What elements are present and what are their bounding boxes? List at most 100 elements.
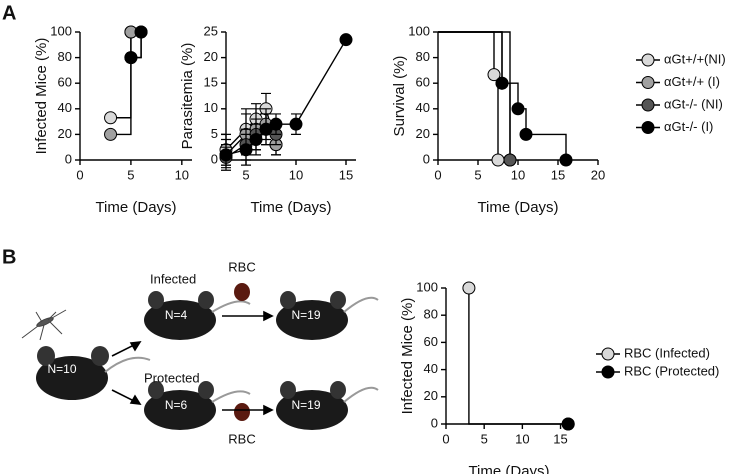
y-axis-title: Survival (%) bbox=[391, 56, 408, 137]
x-tick-label: 0 bbox=[434, 167, 441, 182]
arrows bbox=[111, 310, 274, 416]
chart: 0 20 40 60 80 100 0 5 10 15 20 Time (Days) Survival … bbox=[391, 23, 726, 216]
x-tick-label: 15 bbox=[553, 431, 567, 446]
panel-label: A bbox=[2, 2, 16, 24]
legend-label: αGt+/+(NI) bbox=[664, 51, 726, 66]
y-tick-label: 40 bbox=[58, 100, 72, 115]
mouse bbox=[36, 346, 151, 400]
series-line bbox=[468, 288, 569, 425]
data-point bbox=[134, 25, 148, 39]
legend-swatch bbox=[601, 365, 615, 379]
data-point bbox=[219, 148, 233, 162]
x-tick-label: 10 bbox=[511, 167, 525, 182]
group-label: Infected bbox=[150, 271, 196, 286]
mouse bbox=[144, 381, 251, 430]
y-tick-label: 100 bbox=[50, 23, 72, 38]
y-tick-label: 0 bbox=[431, 415, 438, 430]
y-tick-label: 80 bbox=[424, 307, 438, 322]
y-tick-label: 40 bbox=[416, 100, 430, 115]
mouse-count: N=10 bbox=[47, 362, 76, 376]
series-line bbox=[438, 31, 499, 160]
mouse-count: N=4 bbox=[165, 308, 188, 322]
legend-swatch bbox=[601, 347, 615, 361]
data-point bbox=[462, 281, 476, 295]
data-point bbox=[124, 51, 138, 65]
mouse-count: N=6 bbox=[165, 398, 188, 412]
y-tick-label: 20 bbox=[424, 388, 438, 403]
x-axis-title: Time (Days) bbox=[250, 199, 331, 216]
y-tick-label: 20 bbox=[58, 126, 72, 141]
y-axis-title: Parasitemia (%) bbox=[179, 43, 196, 150]
panel-label: B bbox=[2, 246, 16, 268]
mosquito bbox=[21, 309, 67, 341]
x-tick-label: 10 bbox=[289, 167, 303, 182]
y-tick-label: 80 bbox=[416, 49, 430, 64]
data-point bbox=[519, 127, 533, 141]
data-point bbox=[511, 102, 525, 116]
mouse bbox=[144, 291, 251, 340]
y-tick-label: 20 bbox=[416, 126, 430, 141]
chart: 0 20 40 60 80 100 0 5 10 15 Time (Days) Infected Mi… bbox=[399, 279, 719, 474]
x-tick-label: 10 bbox=[515, 431, 529, 446]
mouse-count: N=19 bbox=[291, 308, 320, 322]
y-tick-label: 0 bbox=[211, 151, 218, 166]
data-point bbox=[239, 143, 253, 157]
y-tick-label: 60 bbox=[58, 75, 72, 90]
rbc-label: RBC bbox=[228, 259, 255, 274]
mouse bbox=[276, 291, 379, 340]
y-axis-title: Infected Mice (%) bbox=[33, 38, 50, 155]
data-point bbox=[487, 68, 501, 82]
x-tick-label: 20 bbox=[591, 167, 605, 182]
series-line bbox=[110, 32, 132, 136]
group-label: Protected bbox=[144, 370, 200, 385]
data-point bbox=[339, 33, 353, 47]
legend-label: αGt+/+ (I) bbox=[664, 74, 720, 89]
x-axis-title: Time (Days) bbox=[95, 199, 176, 216]
data-point bbox=[269, 117, 283, 131]
data-point bbox=[559, 153, 573, 167]
data-point bbox=[503, 153, 517, 167]
x-tick-label: 0 bbox=[442, 431, 449, 446]
x-tick-label: 0 bbox=[76, 167, 83, 182]
y-tick-label: 25 bbox=[204, 23, 218, 38]
diagram: Infected Protected RBC RBC N=10 N=4 N=19… bbox=[21, 259, 379, 446]
data-point bbox=[495, 76, 509, 90]
legend-swatch bbox=[641, 98, 655, 112]
data-point bbox=[249, 133, 263, 147]
data-point bbox=[104, 111, 118, 125]
legend-label: RBC (Protected) bbox=[624, 363, 719, 378]
series-line bbox=[438, 31, 511, 160]
y-tick-label: 0 bbox=[65, 151, 72, 166]
legend-label: αGt-/- (NI) bbox=[664, 96, 723, 111]
y-tick-label: 100 bbox=[408, 23, 430, 38]
y-axis-title: Infected Mice (%) bbox=[399, 298, 416, 415]
x-tick-label: 5 bbox=[242, 167, 249, 182]
rbc-icon bbox=[234, 403, 250, 421]
legend-swatch bbox=[641, 121, 655, 134]
series-line bbox=[438, 31, 511, 160]
chart: 0 20 40 60 80 100 0 5 10 Time (Days) Infected Mice… bbox=[33, 23, 192, 216]
x-axis-title: Time (Days) bbox=[468, 463, 549, 474]
chart: 0 5 10 15 20 25 5 10 15 Time (Days) Parasitemia (%… bbox=[179, 23, 356, 216]
legend-label: αGt-/- (I) bbox=[664, 119, 713, 134]
x-tick-label: 15 bbox=[339, 167, 353, 182]
x-tick-label: 10 bbox=[175, 167, 189, 182]
rbc-icon bbox=[234, 283, 250, 301]
y-tick-label: 40 bbox=[424, 361, 438, 376]
x-tick-label: 5 bbox=[481, 431, 488, 446]
legend-label: RBC (Infected) bbox=[624, 345, 710, 360]
series-line bbox=[438, 31, 567, 160]
y-tick-label: 80 bbox=[58, 49, 72, 64]
data-point bbox=[104, 127, 118, 141]
series-line bbox=[110, 32, 132, 119]
data-point bbox=[491, 153, 505, 167]
rbc-label: RBC bbox=[228, 431, 255, 446]
mouse-count: N=19 bbox=[291, 398, 320, 412]
y-tick-label: 60 bbox=[424, 334, 438, 349]
y-tick-label: 5 bbox=[211, 126, 218, 141]
x-tick-label: 5 bbox=[474, 167, 481, 182]
legend-swatch bbox=[641, 76, 655, 89]
y-tick-label: 0 bbox=[423, 151, 430, 166]
x-tick-label: 5 bbox=[127, 167, 134, 182]
